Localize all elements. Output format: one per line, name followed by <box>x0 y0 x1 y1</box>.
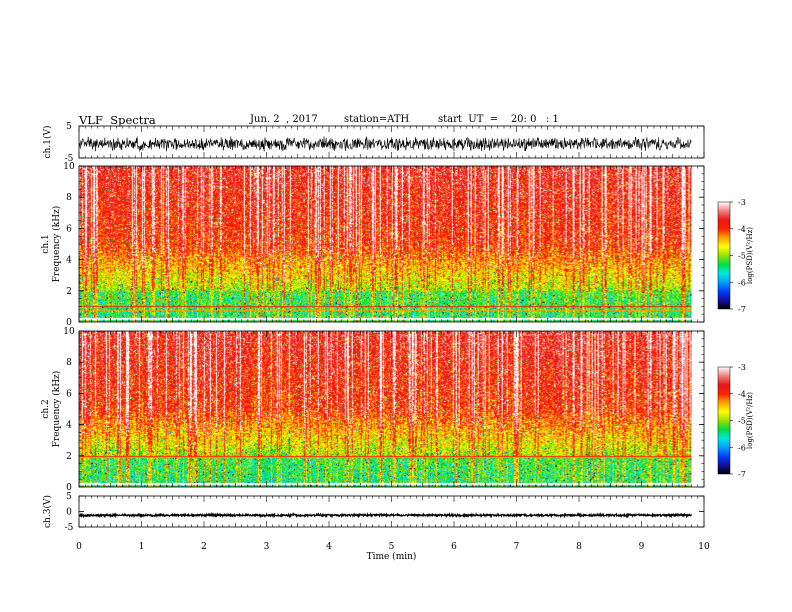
y-tick-label: 4 <box>66 421 72 431</box>
colorbar-tick-label: -5 <box>738 417 746 426</box>
colorbar-label: log(PSD)(V²/Hz) <box>746 392 754 449</box>
colorbar-tick-label: -3 <box>738 363 746 372</box>
x-tick-label: 7 <box>514 542 520 552</box>
y-tick-label: 0 <box>66 318 72 328</box>
spectrogram-image <box>79 166 692 322</box>
x-tick-label: 5 <box>389 542 395 552</box>
y-tick-label: 5 <box>66 122 72 132</box>
y-tick-label: 2 <box>66 452 72 462</box>
y-tick-label: 10 <box>63 327 75 337</box>
colorbar-tick-label: -3 <box>738 198 746 207</box>
x-tick-label: 2 <box>201 542 207 552</box>
x-tick-label: 0 <box>76 542 82 552</box>
colorbar-label: log(PSD)(V²/Hz) <box>746 227 754 284</box>
colorbar-tick-label: -6 <box>738 278 746 287</box>
y-tick-label: 0 <box>66 508 72 518</box>
spectrogram-image <box>79 331 692 487</box>
x-tick-label: 6 <box>451 542 457 552</box>
x-axis-label: Time (min) <box>367 551 417 562</box>
x-tick-label: 10 <box>698 542 710 552</box>
waveform-trace <box>78 136 692 152</box>
y-tick-label: 8 <box>66 358 72 368</box>
panel-ch3-waveform: ch.3(V) 5 0 -5 <box>42 492 705 533</box>
x-tick-label: 4 <box>326 542 332 552</box>
colorbar-tick-label: -5 <box>738 252 746 261</box>
colorbar <box>717 201 731 310</box>
colorbar-tick-label: -4 <box>738 390 746 399</box>
colorbar-tick-label: -7 <box>738 470 746 479</box>
y-tick-label: 4 <box>66 256 72 266</box>
y-tick-label: 8 <box>66 193 72 203</box>
y-tick-label: -5 <box>65 154 74 164</box>
y-tick-label: 6 <box>66 389 72 399</box>
y-axis-label: ch.1(V) <box>42 126 53 159</box>
chart-title: VLF Spectra <box>79 113 156 127</box>
colorbar-tick-label: -4 <box>738 225 746 234</box>
x-tick-label: 3 <box>264 542 270 552</box>
x-tick-label: 9 <box>639 542 645 552</box>
y-tick-label: 10 <box>63 162 75 172</box>
y-tick-label: 0 <box>66 483 72 493</box>
panel-ch1-spectrogram: -3 -4 -5 -6 -7 log(PSD)(V²/Hz) ch.1 Frequency (… <box>41 162 754 328</box>
colorbar-tick-label: -6 <box>738 443 746 452</box>
y-tick-label: 6 <box>66 224 72 234</box>
y-tick-label: 2 <box>66 287 72 297</box>
colorbar <box>717 366 731 475</box>
x-tick-label: 8 <box>576 542 582 552</box>
y-axis-channel-label: ch.1 <box>41 234 51 253</box>
start-time-label: start UT = 20: 0 : 1 <box>438 114 559 125</box>
station-label: station=ATH <box>344 114 410 125</box>
y-axis-label: Frequency (kHz) <box>51 206 62 283</box>
panel-ch1-waveform: ch.1(V) 5 -5 <box>42 122 705 164</box>
y-tick-label: -5 <box>65 523 74 533</box>
x-axis: 0 1 2 3 4 5 6 7 8 9 10 Time (min) <box>76 542 710 562</box>
y-axis-label: ch.3(V) <box>42 495 53 528</box>
x-tick-label: 1 <box>139 542 145 552</box>
y-axis-label: Frequency (kHz) <box>51 371 62 448</box>
panel-ch2-spectrogram: -3 -4 -5 -6 -7 log(PSD)(V²/Hz) ch.2 Frequency (… <box>41 327 754 493</box>
colorbar-tick-label: -7 <box>738 305 746 314</box>
y-axis-channel-label: ch.2 <box>41 399 51 418</box>
date-label: Jun. 2 , 2017 <box>250 114 318 125</box>
waveform-trace <box>78 511 693 519</box>
y-tick-label: 5 <box>66 492 72 502</box>
